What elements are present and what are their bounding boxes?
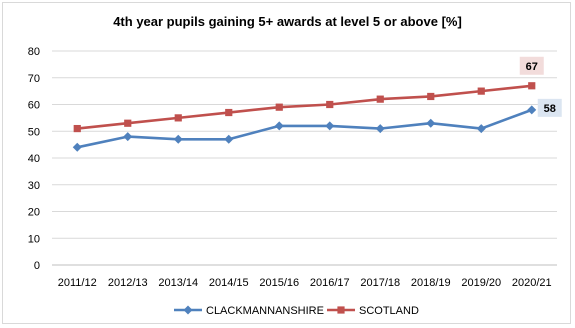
data-point (427, 92, 435, 101)
y-tick-label: 10 (28, 233, 40, 245)
legend-marker (183, 305, 193, 315)
data-label-box (537, 98, 562, 117)
x-tick-label: 2012/13 (108, 277, 148, 289)
data-point (224, 134, 234, 144)
x-tick-label: 2014/15 (209, 277, 249, 289)
data-point (72, 142, 82, 152)
legend-label: CLACKMANNANSHIRE (206, 305, 324, 317)
data-point (527, 105, 537, 115)
data-point (173, 134, 183, 144)
y-tick-label: 20 (28, 207, 40, 219)
x-tick-label: 2017/18 (360, 277, 400, 289)
data-point (123, 132, 133, 142)
y-tick-label: 50 (28, 126, 40, 138)
legend-label: SCOTLAND (359, 305, 419, 317)
data-point (376, 95, 384, 103)
y-tick-label: 0 (34, 260, 40, 272)
legend-marker (337, 306, 345, 314)
data-point (326, 100, 334, 109)
x-tick-label: 2020/21 (512, 277, 552, 289)
data-label: 58 (544, 103, 556, 115)
data-label: 67 (526, 61, 538, 73)
data-point (73, 124, 81, 133)
data-point (426, 118, 436, 128)
chart-frame (2, 2, 571, 324)
data-label-box (519, 56, 544, 75)
data-point (275, 103, 283, 111)
chart-title: 4th year pupils gaining 5+ awards at lev… (113, 14, 462, 29)
data-point (274, 121, 284, 131)
y-tick-label: 40 (28, 153, 40, 165)
y-tick-label: 80 (28, 46, 40, 58)
y-tick-label: 60 (28, 100, 40, 112)
series-line (76, 108, 533, 149)
x-tick-label: 2018/19 (411, 277, 451, 289)
x-tick-label: 2011/12 (58, 277, 97, 289)
series-line (77, 84, 532, 130)
x-tick-label: 2016/17 (310, 277, 350, 289)
data-point (325, 121, 335, 131)
data-point (225, 108, 233, 117)
data-point (528, 82, 536, 90)
data-point (476, 124, 486, 134)
x-tick-label: 2019/20 (461, 277, 501, 289)
x-tick-label: 2013/14 (158, 277, 198, 289)
data-point (375, 124, 385, 134)
x-tick-label: 2015/16 (259, 277, 299, 289)
data-point (477, 87, 485, 95)
data-point (174, 114, 182, 122)
data-point (124, 119, 132, 127)
y-tick-label: 30 (28, 180, 40, 192)
y-tick-label: 70 (28, 73, 40, 85)
